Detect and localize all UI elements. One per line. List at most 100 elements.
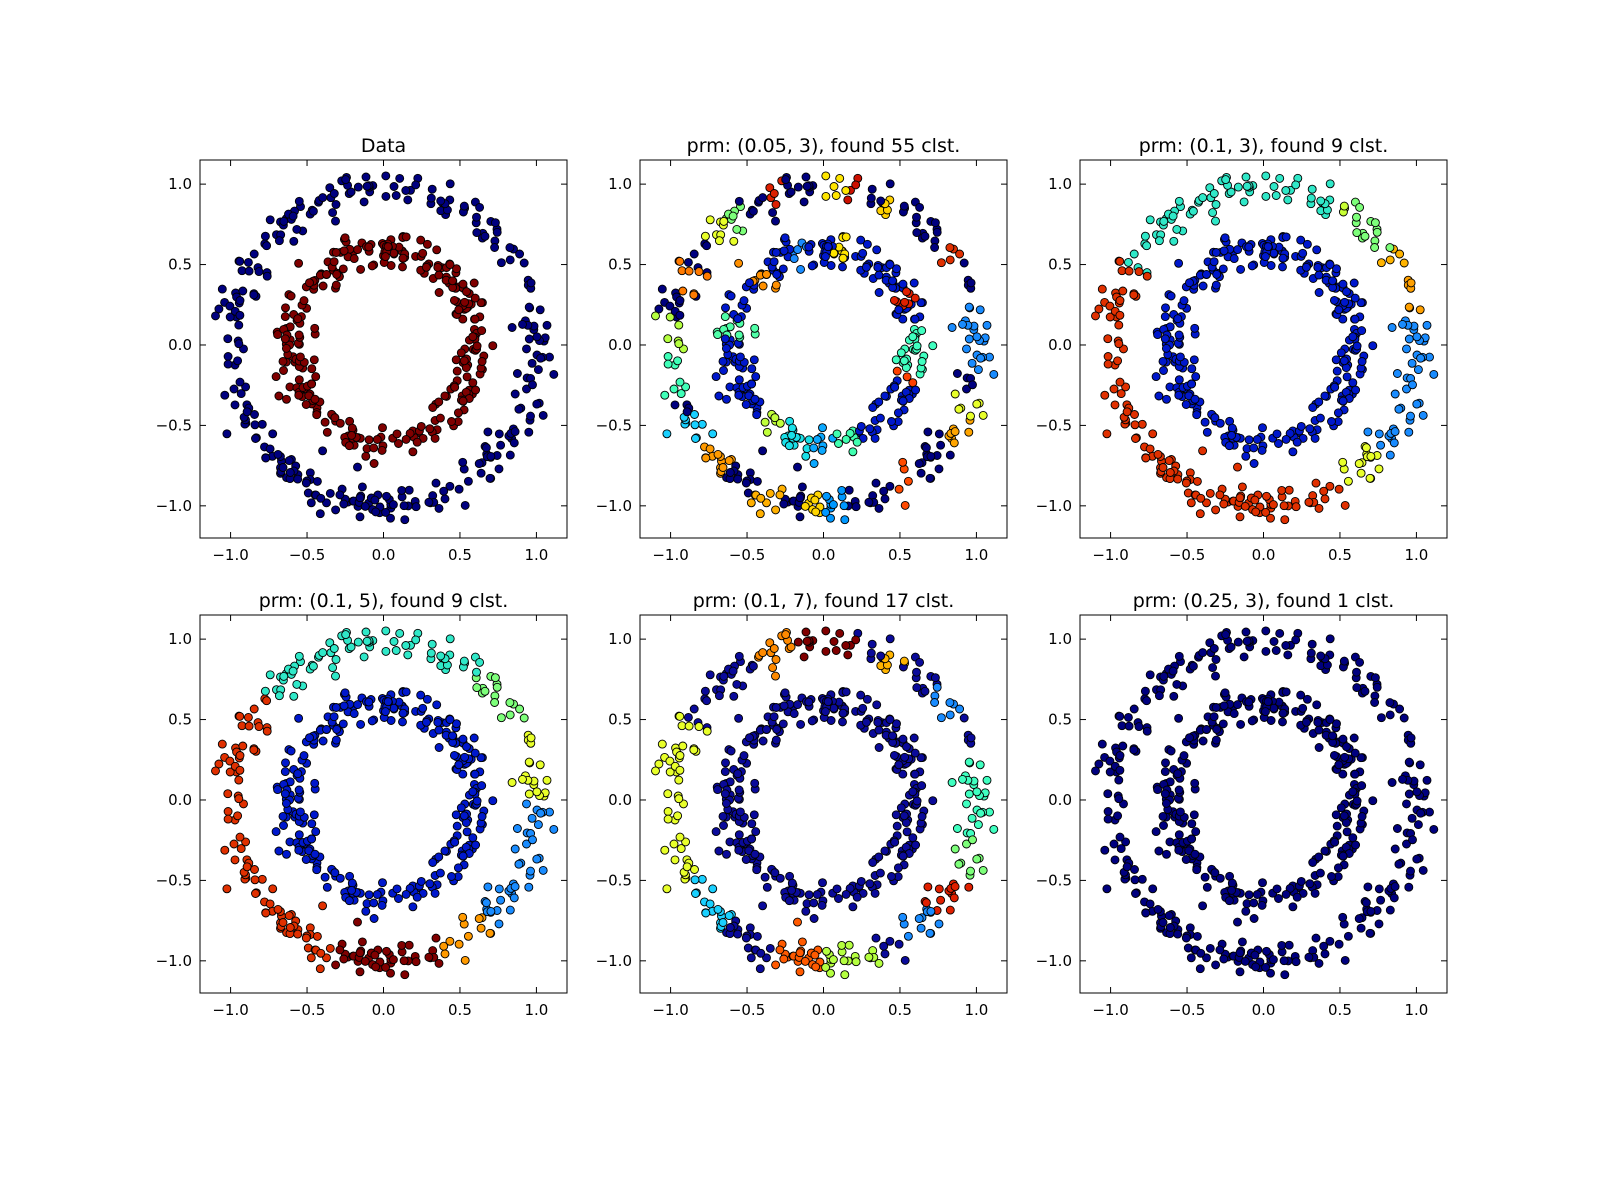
data-point <box>1115 711 1125 721</box>
data-point <box>898 396 908 406</box>
data-point <box>1429 824 1439 834</box>
data-point <box>823 242 833 252</box>
data-point <box>1340 500 1350 510</box>
data-point <box>1348 787 1358 797</box>
data-point <box>719 216 729 226</box>
x-tick-label: 0.5 <box>448 1001 472 1019</box>
data-point <box>1148 884 1158 894</box>
data-point <box>864 497 874 507</box>
data-point <box>1357 781 1367 791</box>
data-point <box>1338 851 1348 861</box>
data-point <box>829 248 839 258</box>
data-point <box>734 258 744 268</box>
data-point <box>1283 650 1293 660</box>
data-point <box>721 798 731 808</box>
data-point <box>804 890 814 900</box>
y-tick-label: −0.5 <box>596 416 632 434</box>
data-point <box>769 712 779 722</box>
data-point <box>812 890 822 899</box>
data-point <box>458 314 468 324</box>
data-point <box>768 663 778 673</box>
data-point <box>1211 216 1220 226</box>
x-tick-label: 0.5 <box>1328 546 1352 564</box>
data-point <box>294 196 304 206</box>
data-point <box>331 280 341 290</box>
data-point <box>369 443 379 453</box>
data-point <box>978 410 988 420</box>
data-point <box>1415 305 1425 315</box>
data-point <box>471 840 481 850</box>
data-point <box>335 490 345 500</box>
data-point <box>861 717 871 727</box>
data-point <box>1271 646 1281 655</box>
data-point <box>872 245 882 255</box>
data-point <box>1404 427 1414 437</box>
data-point <box>1402 384 1411 394</box>
data-point <box>278 463 288 472</box>
data-point <box>1102 429 1112 439</box>
data-point <box>1399 713 1409 723</box>
data-point <box>902 287 911 297</box>
data-point <box>1291 635 1301 645</box>
data-point <box>1195 964 1205 974</box>
data-point <box>1329 295 1339 305</box>
data-point <box>923 427 933 437</box>
data-point <box>835 173 845 183</box>
data-point <box>1129 290 1139 300</box>
data-point <box>734 651 744 661</box>
data-point <box>959 713 969 723</box>
data-point <box>1320 846 1330 856</box>
data-point <box>1235 493 1245 503</box>
data-point <box>851 180 861 190</box>
scatter-points <box>211 626 559 980</box>
data-point <box>932 682 942 692</box>
data-point <box>425 879 435 889</box>
data-point <box>734 785 744 795</box>
data-point <box>361 172 371 182</box>
data-point <box>762 953 771 963</box>
data-point <box>462 742 471 752</box>
data-point <box>713 449 723 459</box>
data-point <box>435 868 445 878</box>
data-point <box>381 962 391 972</box>
data-point <box>533 820 543 830</box>
data-point <box>261 908 271 918</box>
subplot-title: Data <box>361 135 406 157</box>
data-point <box>910 293 920 303</box>
data-point <box>357 482 367 492</box>
data-point <box>748 661 758 671</box>
data-point <box>251 434 260 443</box>
data-point <box>972 854 982 864</box>
data-point <box>1114 339 1124 349</box>
data-point <box>651 766 660 776</box>
data-point <box>916 923 926 933</box>
data-point <box>522 799 531 809</box>
x-tick-label: 0.0 <box>1252 1001 1276 1019</box>
data-point <box>1198 736 1208 746</box>
data-point <box>1116 389 1126 399</box>
data-point <box>355 948 365 958</box>
data-point <box>235 310 245 320</box>
data-point <box>526 733 536 743</box>
data-point <box>817 445 827 455</box>
data-point <box>1395 249 1405 259</box>
data-point <box>802 636 812 646</box>
data-point <box>238 286 248 296</box>
data-point <box>959 258 969 268</box>
data-point <box>1151 372 1161 382</box>
data-point <box>1415 760 1425 770</box>
subplot-4: prm: (0.1, 5), found 9 clst.−1.0 −0.5 0.0 0… <box>156 590 568 1019</box>
data-point <box>318 736 328 746</box>
data-point <box>964 789 974 799</box>
data-point <box>1261 252 1270 262</box>
data-point <box>515 704 525 714</box>
data-point <box>454 760 464 770</box>
data-point <box>1250 950 1260 960</box>
data-point <box>1342 372 1352 382</box>
data-point <box>683 712 693 722</box>
data-point <box>411 180 421 190</box>
data-point <box>879 486 889 496</box>
data-point <box>1329 750 1339 760</box>
data-point <box>930 698 940 707</box>
data-point <box>353 462 362 472</box>
